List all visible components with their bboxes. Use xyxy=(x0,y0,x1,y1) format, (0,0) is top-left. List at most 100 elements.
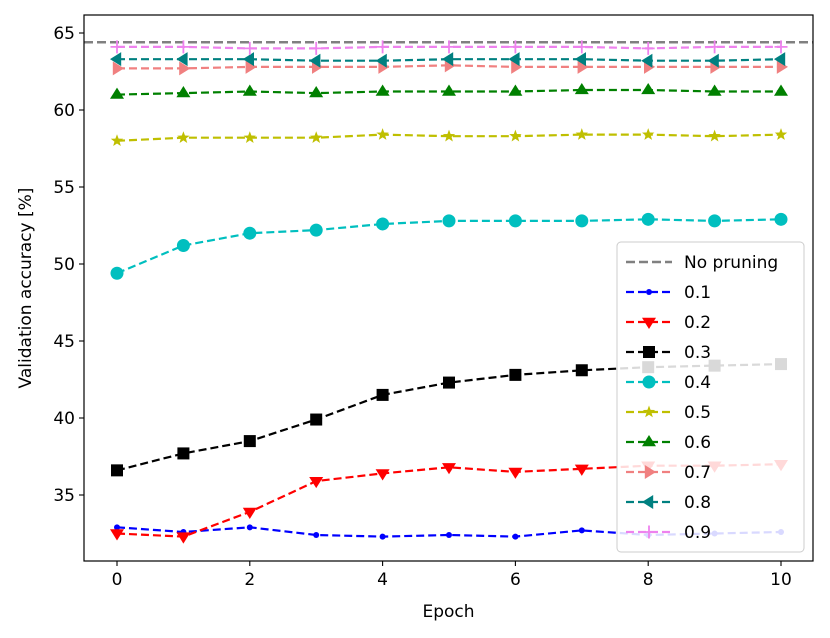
legend: No pruning 0.1 0.2 0.3 0.4 0.5 0.6 0.7 0.8 0.9 xyxy=(616,241,805,553)
data-point-0.7-0 xyxy=(112,61,124,76)
legend-entry-0.6: 0.6 xyxy=(626,433,711,453)
data-point-0.5-4 xyxy=(376,128,389,140)
legend-label: No pruning xyxy=(684,253,778,273)
data-point-0.2-6 xyxy=(508,467,523,479)
data-point-0.9-7 xyxy=(575,40,589,54)
series-line-0.9 xyxy=(117,45,781,50)
data-point-0.9-8 xyxy=(641,41,655,55)
data-point-0.4-1 xyxy=(176,239,190,253)
legend-label: 0.8 xyxy=(684,493,711,513)
data-point-0.9-2 xyxy=(243,41,257,55)
data-point-0.6-6 xyxy=(508,84,523,96)
data-point-0.4-6 xyxy=(508,214,522,228)
x-tick-label: 10 xyxy=(770,570,792,590)
legend-marker xyxy=(642,525,656,539)
data-point-0.7-2 xyxy=(245,59,257,74)
legend-label: 0.1 xyxy=(684,283,711,303)
legend-label: 0.6 xyxy=(684,433,711,453)
data-point-0.3-1 xyxy=(177,447,190,460)
data-point-0.2-4 xyxy=(375,469,390,481)
data-point-0.9-5 xyxy=(442,40,456,54)
data-point-0.4-10 xyxy=(774,212,788,226)
data-point-0.3-5 xyxy=(443,376,455,389)
legend-entry-0.2: 0.2 xyxy=(626,313,711,333)
data-point-0.2-7 xyxy=(574,464,589,476)
legend-entry-0.7: 0.7 xyxy=(626,463,711,483)
series-line-0.8 xyxy=(117,58,782,62)
legend-label: 0.2 xyxy=(684,313,711,333)
axes-frame xyxy=(83,14,814,562)
legend-label: 0.4 xyxy=(684,373,711,393)
series-line-0.6 xyxy=(116,88,781,96)
legend-marker xyxy=(642,435,656,447)
data-point-0.5-6 xyxy=(509,129,522,142)
legend-marker xyxy=(642,317,656,329)
data-point-0.2-3 xyxy=(309,476,324,489)
y-axis-label: Validation accuracy [%] xyxy=(16,188,36,389)
legend-label: 0.5 xyxy=(684,403,711,423)
y-tick-label: 35 xyxy=(53,486,75,506)
x-tick-label: 4 xyxy=(377,570,388,590)
legend-box xyxy=(616,241,805,553)
y-tick-label: 40 xyxy=(53,409,75,429)
series-0.8 xyxy=(110,52,786,68)
series-line-0.5 xyxy=(116,133,782,142)
data-point-0.5-1 xyxy=(177,131,190,143)
data-point-0.6-5 xyxy=(442,84,456,96)
data-point-0.9-4 xyxy=(376,40,390,54)
legend-label: 0.7 xyxy=(684,463,711,483)
legend-marker xyxy=(642,375,656,389)
data-point-0.6-4 xyxy=(375,84,390,96)
data-point-0.8-5 xyxy=(442,52,454,67)
legend-marker xyxy=(646,289,652,295)
data-point-0.6-2 xyxy=(242,84,257,96)
data-point-0.6-7 xyxy=(574,82,589,95)
legend-entry-0.4: 0.4 xyxy=(626,373,711,393)
y-tick-label: 60 xyxy=(53,101,75,121)
data-point-0.6-3 xyxy=(309,86,324,98)
data-point-0.4-9 xyxy=(708,214,722,228)
data-point-0.7-10 xyxy=(776,59,788,74)
data-point-0.7-7 xyxy=(577,59,589,74)
data-point-0.8-10 xyxy=(774,52,786,67)
data-point-0.1-4 xyxy=(379,533,386,540)
data-point-0.7-6 xyxy=(511,59,523,74)
data-point-0.8-8 xyxy=(641,53,653,68)
data-point-0.4-2 xyxy=(243,226,257,240)
data-point-0.5-0 xyxy=(110,134,124,147)
legend-marker xyxy=(642,405,656,418)
series-0.5 xyxy=(110,128,788,147)
data-point-0.8-0 xyxy=(110,52,122,67)
data-point-0.5-9 xyxy=(708,129,721,142)
data-point-0.3-3 xyxy=(310,413,323,426)
data-point-0.3-2 xyxy=(243,435,256,448)
legend-entry-No pruning: No pruning xyxy=(626,253,778,273)
legend-marker xyxy=(643,346,655,358)
y-tick-label: 65 xyxy=(53,24,75,44)
x-tick-label: 6 xyxy=(510,570,521,590)
data-point-0.4-4 xyxy=(376,217,390,231)
x-tick-label: 0 xyxy=(112,570,123,590)
data-point-0.5-7 xyxy=(575,128,588,140)
y-tick-label: 50 xyxy=(53,255,75,275)
data-point-0.1-7 xyxy=(578,527,585,534)
data-point-0.3-7 xyxy=(575,364,588,377)
data-point-0.9-6 xyxy=(508,40,522,54)
data-point-0.4-8 xyxy=(641,212,655,226)
legend-entry-0.8: 0.8 xyxy=(626,493,711,513)
y-tick-label: 55 xyxy=(53,178,75,198)
data-point-0.8-6 xyxy=(508,52,520,67)
y-tick-label: 45 xyxy=(53,332,75,352)
data-point-0.1-6 xyxy=(512,533,519,540)
legend-entry-0.3: 0.3 xyxy=(626,343,711,363)
ticks-layer: 0 2 4 6 8 10 35 40 45 50 55 60 65 xyxy=(53,24,791,590)
data-point-0.5-10 xyxy=(774,128,788,140)
data-point-0.6-9 xyxy=(707,84,722,96)
series-line-0.7 xyxy=(117,64,781,70)
data-point-0.2-0 xyxy=(110,529,124,541)
data-point-0.9-0 xyxy=(110,40,124,54)
data-point-0.2-1 xyxy=(176,532,191,544)
data-point-0.2-5 xyxy=(442,463,456,475)
x-axis-label: Epoch xyxy=(422,602,474,622)
